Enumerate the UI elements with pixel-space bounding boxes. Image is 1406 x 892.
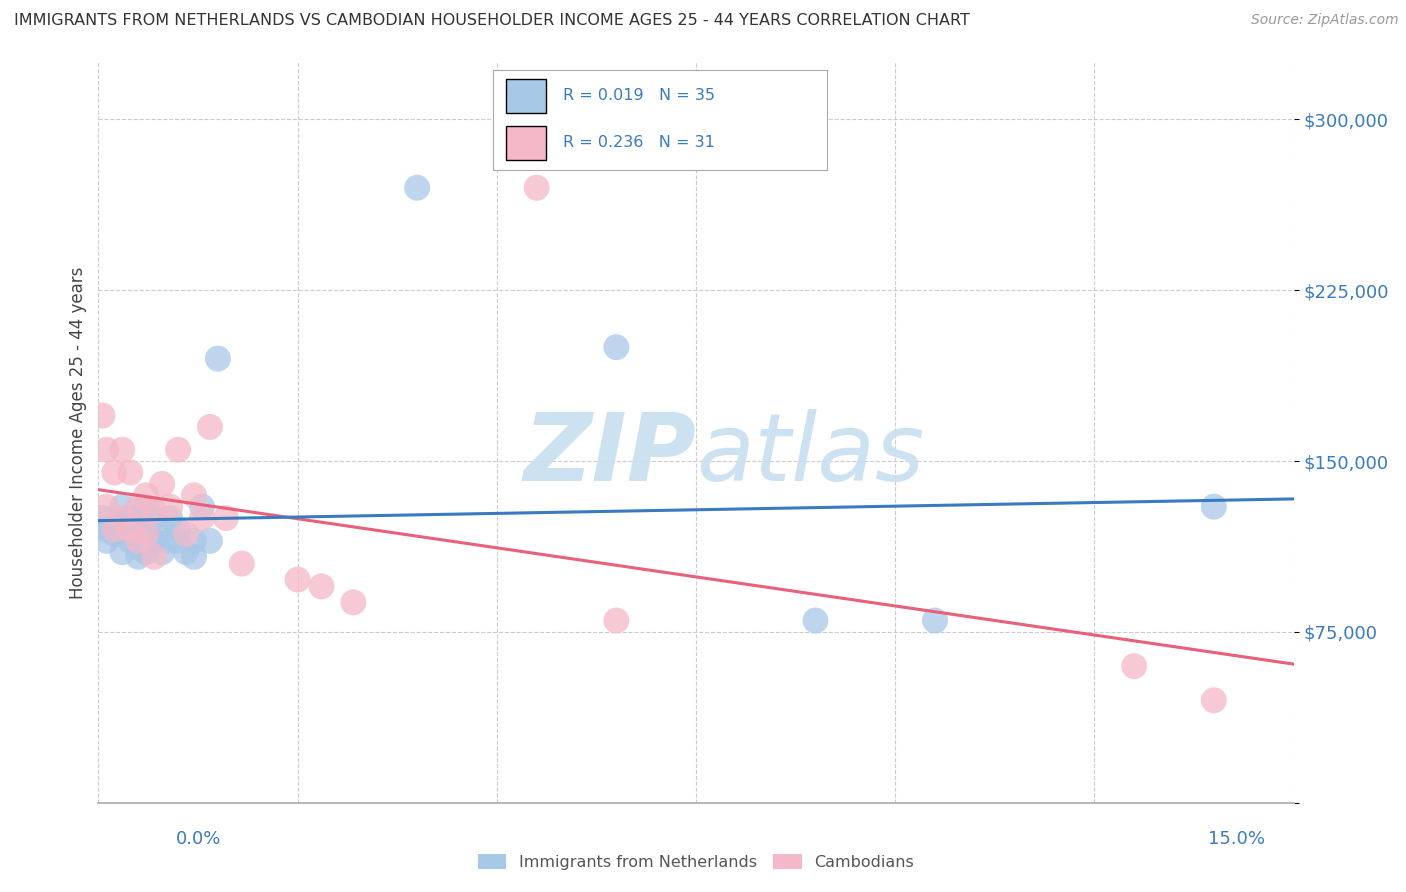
Point	[111, 442, 134, 457]
Y-axis label: Householder Income Ages 25 - 44 years: Householder Income Ages 25 - 44 years	[69, 267, 87, 599]
Point	[167, 533, 190, 548]
Point	[111, 511, 134, 525]
Point	[135, 500, 157, 514]
Text: ZIP: ZIP	[523, 409, 696, 500]
Point	[207, 351, 229, 366]
Point	[198, 533, 221, 548]
Point	[111, 500, 134, 514]
Point	[96, 442, 118, 457]
Point	[135, 545, 157, 559]
Point	[120, 466, 142, 480]
Point	[127, 523, 149, 537]
Point	[342, 595, 364, 609]
Point	[135, 527, 157, 541]
Point	[605, 340, 627, 354]
Point	[159, 511, 181, 525]
Point	[143, 533, 166, 548]
Point	[150, 545, 173, 559]
Text: 15.0%: 15.0%	[1208, 830, 1265, 847]
Point	[191, 500, 214, 514]
Point	[120, 533, 142, 548]
Point	[924, 614, 946, 628]
Point	[406, 180, 429, 194]
Point	[174, 527, 197, 541]
Point	[198, 420, 221, 434]
Point	[215, 511, 238, 525]
Point	[127, 500, 149, 514]
Point	[111, 523, 134, 537]
Point	[120, 511, 142, 525]
Point	[135, 527, 157, 541]
Text: Source: ZipAtlas.com: Source: ZipAtlas.com	[1251, 13, 1399, 28]
Text: atlas: atlas	[696, 409, 924, 500]
Point	[183, 488, 205, 502]
Point	[150, 476, 173, 491]
Point	[174, 545, 197, 559]
Point	[103, 517, 125, 532]
Point	[127, 533, 149, 548]
Point	[143, 549, 166, 564]
Point	[103, 527, 125, 541]
Point	[96, 500, 118, 514]
Point	[91, 409, 114, 423]
Legend: Immigrants from Netherlands, Cambodians: Immigrants from Netherlands, Cambodians	[471, 848, 921, 876]
Point	[311, 579, 333, 593]
Point	[143, 504, 166, 518]
Text: 0.0%: 0.0%	[176, 830, 221, 847]
Point	[167, 523, 190, 537]
Point	[605, 614, 627, 628]
Point	[183, 533, 205, 548]
Point	[96, 523, 118, 537]
Point	[526, 180, 548, 194]
Point	[96, 533, 118, 548]
Point	[135, 488, 157, 502]
Point	[167, 442, 190, 457]
Point	[159, 500, 181, 514]
Point	[150, 523, 173, 537]
Point	[127, 541, 149, 555]
Point	[1123, 659, 1146, 673]
Point	[127, 549, 149, 564]
Point	[183, 549, 205, 564]
Point	[804, 614, 827, 628]
Point	[103, 466, 125, 480]
Point	[1202, 500, 1225, 514]
Point	[287, 573, 309, 587]
Point	[111, 545, 134, 559]
Point	[231, 557, 253, 571]
Text: IMMIGRANTS FROM NETHERLANDS VS CAMBODIAN HOUSEHOLDER INCOME AGES 25 - 44 YEARS C: IMMIGRANTS FROM NETHERLANDS VS CAMBODIAN…	[14, 13, 970, 29]
Point	[103, 523, 125, 537]
Point	[120, 523, 142, 537]
Point	[91, 511, 114, 525]
Point	[143, 511, 166, 525]
Point	[191, 511, 214, 525]
Point	[1202, 693, 1225, 707]
Point	[159, 533, 181, 548]
